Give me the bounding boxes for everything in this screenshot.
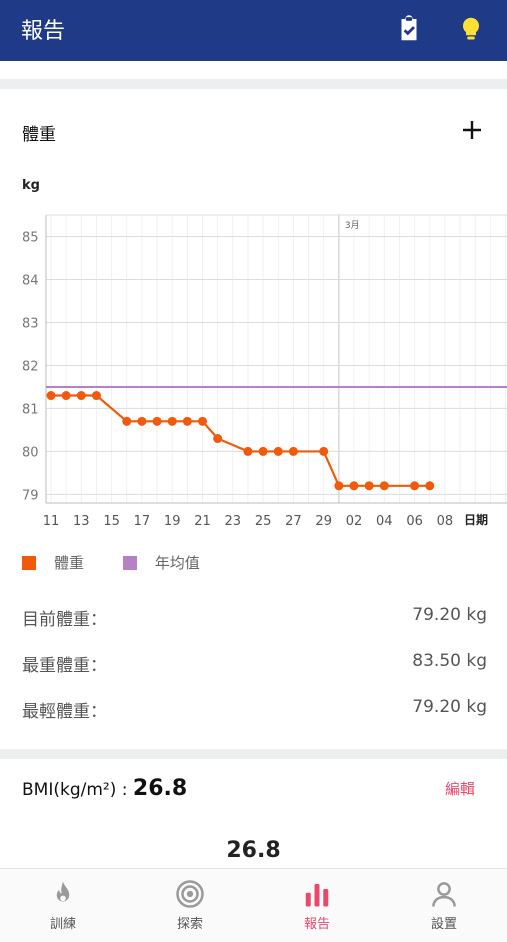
nav-item-settings[interactable]: 設置 [381, 869, 507, 942]
x-tick-label: 15 [103, 514, 120, 529]
weight-data-point [410, 481, 420, 491]
page-title: 報告 [21, 19, 66, 44]
nav-item-report[interactable]: 報告 [254, 869, 380, 942]
weight-data-point [198, 416, 207, 426]
bmi-label-text: BMI(kg/m²) : [22, 780, 133, 800]
bmi-big-value: 26.8 [226, 838, 281, 863]
y-tick-label: 85 [22, 230, 39, 245]
weight-data-point [288, 446, 298, 456]
top-app-bar: 報告 [0, 0, 507, 61]
x-tick-label: 29 [315, 514, 332, 529]
x-tick-label: 17 [134, 514, 151, 529]
target-icon [176, 880, 204, 908]
lightbulb-icon[interactable] [456, 14, 486, 44]
legend-label-average: 年均值 [154, 554, 200, 572]
x-tick-label: 04 [376, 514, 393, 529]
y-tick-label: 81 [22, 402, 39, 417]
weight-data-point [258, 446, 268, 456]
weight-data-point [46, 391, 56, 401]
y-tick-label: 80 [22, 445, 39, 460]
x-tick-label: 11 [43, 514, 60, 529]
y-axis-unit: kg [22, 178, 40, 193]
month-marker-label: 3月 [345, 220, 360, 231]
legend-swatch-weight [22, 556, 36, 570]
clipboard-check-icon[interactable] [394, 14, 424, 44]
x-tick-label: 02 [346, 514, 363, 529]
top-spacer [0, 61, 507, 79]
weight-data-point [425, 481, 435, 491]
nav-label-explore: 探索 [176, 917, 203, 932]
x-tick-label: 08 [437, 514, 454, 529]
legend-swatch-average [122, 556, 137, 570]
weight-data-point [379, 481, 389, 491]
weight-data-point [167, 416, 177, 426]
bmi-value: 26.8 [132, 776, 188, 801]
current-weight-label: 目前體重： [22, 610, 107, 630]
weight-card-title: 體重 [22, 125, 56, 145]
person-icon [432, 882, 456, 907]
weight-data-point [273, 446, 283, 456]
weight-data-point [91, 391, 101, 401]
weight-data-point [349, 481, 359, 491]
nav-label-training: 訓練 [49, 917, 76, 932]
weight-data-point [61, 391, 71, 401]
nav-label-settings: 設置 [430, 917, 457, 932]
weight-data-point [334, 481, 344, 491]
min-weight-value: 79.20 kg [412, 697, 487, 717]
weight-data-point [152, 416, 162, 426]
weight-data-point [137, 416, 147, 426]
weight-data-point [122, 416, 132, 426]
x-tick-label: 25 [255, 514, 272, 529]
y-tick-label: 79 [22, 488, 39, 503]
max-weight-row: 最重體重： 83.50 kg [22, 651, 487, 676]
x-tick-label: 21 [194, 514, 211, 529]
min-weight-label: 最輕體重： [22, 702, 107, 722]
plus-icon[interactable] [460, 118, 484, 142]
x-tick-label: 19 [164, 514, 181, 529]
y-tick-label: 84 [22, 273, 39, 288]
bottom-nav: 訓練 探索 報告 設置 [0, 868, 507, 942]
bmi-label: BMI(kg/m²) : 26.8 [22, 776, 187, 801]
weight-data-point [319, 446, 329, 456]
edit-bmi-button[interactable]: 編輯 [445, 780, 476, 798]
max-weight-value: 83.50 kg [412, 651, 487, 671]
weight-data-point [243, 446, 253, 456]
bmi-card [0, 759, 507, 869]
y-tick-label: 82 [22, 359, 39, 374]
weight-card [0, 89, 507, 749]
x-tick-label: 27 [285, 514, 302, 529]
weight-data-point [182, 416, 192, 426]
chart-legend: 體重 年均值 [22, 552, 200, 573]
current-weight-value: 79.20 kg [412, 605, 487, 625]
bar-chart-icon [305, 884, 329, 907]
weight-data-point [364, 481, 374, 491]
weight-series-line [51, 394, 430, 487]
nav-label-report: 報告 [303, 917, 330, 932]
min-weight-row: 最輕體重： 79.20 kg [22, 697, 487, 722]
x-tick-label: 23 [225, 514, 242, 529]
x-tick-label: 13 [73, 514, 90, 529]
max-weight-label: 最重體重： [22, 656, 107, 676]
x-tick-label: 06 [406, 514, 423, 529]
y-tick-label: 83 [22, 316, 39, 331]
weight-data-point [213, 434, 223, 444]
weight-data-point [76, 391, 86, 401]
nav-item-explore[interactable]: 探索 [127, 869, 253, 942]
weight-chart: 3月 79 80 81 82 83 84 85 11 13 15 17 19 21 23 25 27 29 02 04… [22, 214, 507, 529]
x-axis-title: 日期 [464, 512, 488, 527]
flame-icon [56, 881, 70, 902]
legend-label-weight: 體重 [54, 554, 85, 572]
nav-item-training[interactable]: 訓練 [0, 869, 126, 942]
current-weight-row: 目前體重： 79.20 kg [22, 605, 487, 630]
